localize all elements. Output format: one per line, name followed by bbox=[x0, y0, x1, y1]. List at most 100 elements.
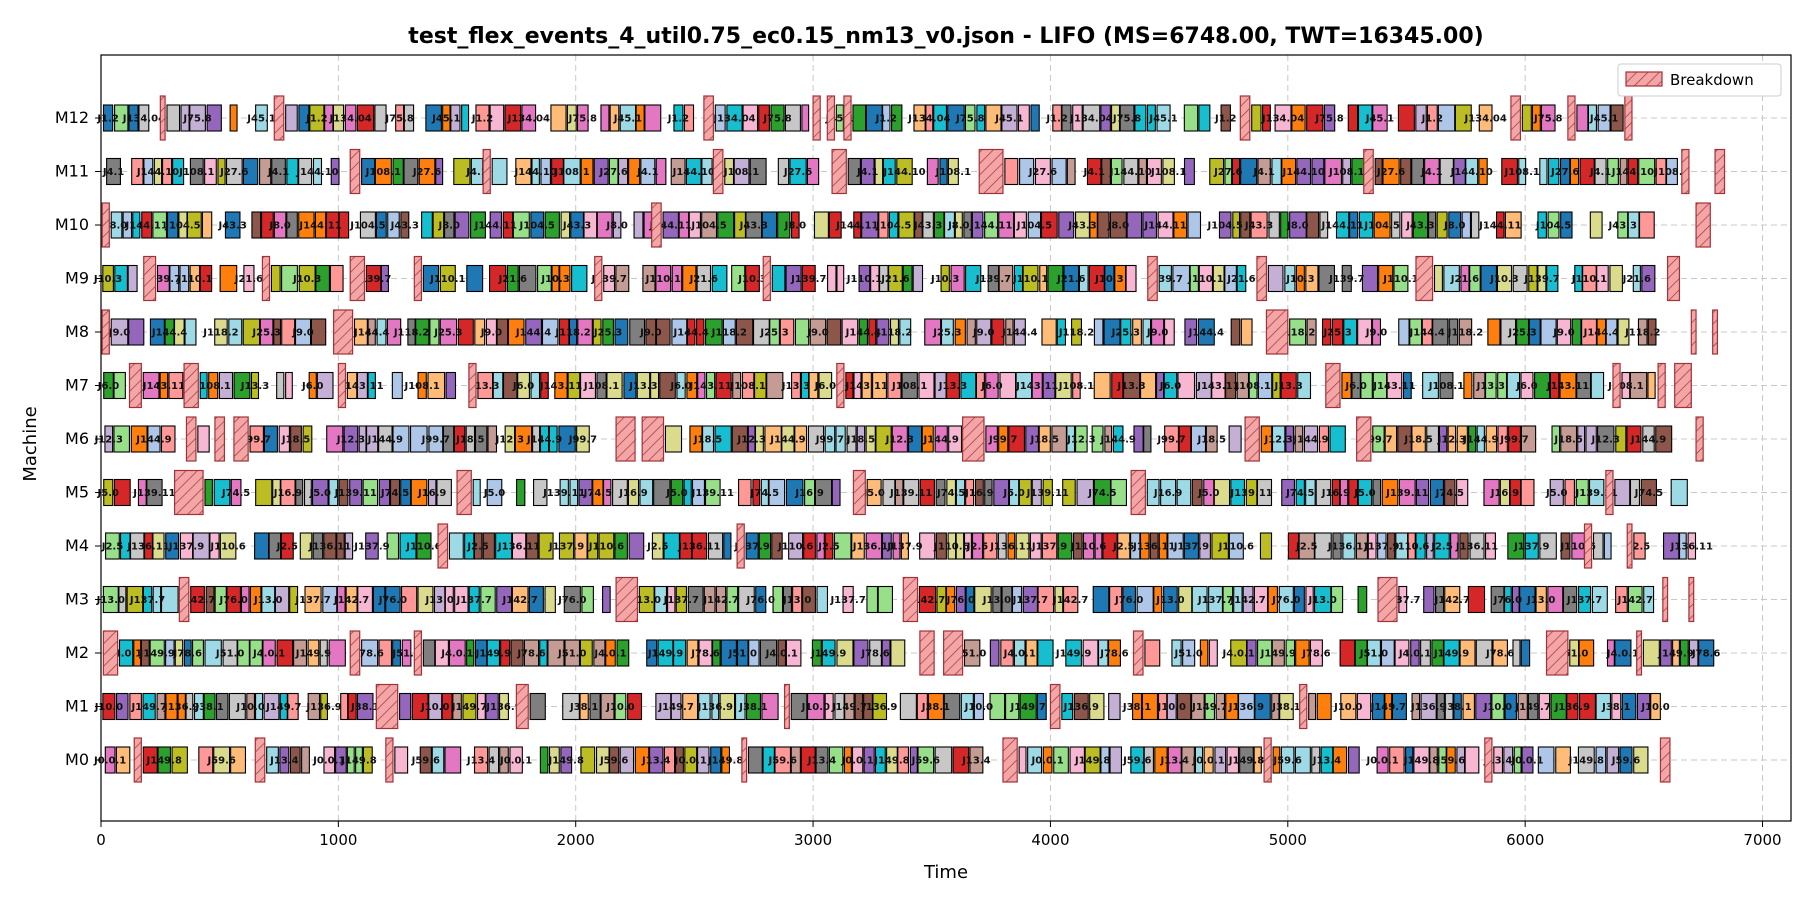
job-bar bbox=[1423, 585, 1435, 614]
job-bar bbox=[993, 478, 1010, 507]
job-label: J136.9 bbox=[305, 702, 341, 713]
job-bar bbox=[376, 318, 387, 346]
breakdown-bar bbox=[1263, 737, 1272, 783]
job-bar bbox=[1367, 532, 1377, 560]
job-bar bbox=[671, 318, 688, 346]
job-bar bbox=[197, 425, 210, 453]
job-bar bbox=[425, 104, 442, 132]
job-bar bbox=[734, 692, 746, 721]
job-label: J149.7 bbox=[831, 702, 867, 713]
job-bar bbox=[166, 211, 179, 239]
job-bar bbox=[429, 318, 440, 346]
job-bar bbox=[174, 639, 184, 667]
job-bar bbox=[1013, 264, 1024, 293]
job-bar bbox=[506, 264, 519, 293]
job-label: J139.7 bbox=[790, 274, 826, 285]
job-label: J137.7 bbox=[1566, 595, 1602, 606]
job-bar bbox=[691, 532, 708, 560]
job-label: J21.6 bbox=[234, 274, 263, 285]
job-bar bbox=[270, 264, 281, 293]
job-label: J13.4 bbox=[807, 756, 836, 767]
job-bar bbox=[1647, 371, 1656, 400]
job-bar bbox=[619, 746, 635, 774]
job-bar bbox=[602, 585, 611, 614]
job-bar bbox=[1149, 532, 1159, 560]
job-bar bbox=[735, 318, 754, 346]
job-label: J51.0 bbox=[215, 649, 244, 660]
job-label: J25.3 bbox=[759, 328, 788, 339]
job-bar bbox=[1411, 425, 1426, 453]
job-bar bbox=[1191, 478, 1203, 507]
job-bar bbox=[617, 157, 629, 186]
job-label: J4.0.1 bbox=[765, 649, 798, 660]
job-bar bbox=[752, 478, 761, 507]
job-bar bbox=[1143, 425, 1152, 453]
job-bar bbox=[298, 157, 313, 186]
job-bar bbox=[1587, 104, 1597, 132]
job-bar bbox=[1260, 425, 1273, 453]
job-bar bbox=[281, 264, 298, 293]
breakdown-bar bbox=[1510, 95, 1522, 141]
job-bar bbox=[266, 746, 279, 774]
job-bar bbox=[1366, 639, 1381, 667]
job-label: J9.0 bbox=[1552, 328, 1574, 339]
job-bar bbox=[152, 211, 168, 239]
job-bar bbox=[1503, 746, 1514, 774]
job-bar bbox=[344, 532, 354, 560]
job-bar bbox=[1643, 585, 1655, 614]
job-bar bbox=[255, 104, 268, 132]
job-bar bbox=[560, 211, 571, 239]
job-label: J136.11 bbox=[308, 542, 351, 553]
job-label: J45.1 bbox=[1148, 114, 1177, 125]
job-label: J18.5 bbox=[693, 435, 722, 446]
job-bar bbox=[346, 371, 358, 400]
job-label: J74.5 bbox=[1435, 488, 1464, 499]
job-bar bbox=[842, 585, 854, 614]
job-bar bbox=[824, 692, 834, 721]
job-bar bbox=[1162, 157, 1175, 186]
job-bar bbox=[1496, 264, 1513, 293]
job-bar bbox=[828, 746, 844, 774]
job-label: J13.4 bbox=[1160, 756, 1189, 767]
job-label: J27.6 bbox=[1213, 167, 1242, 178]
job-label: J118.2 bbox=[393, 328, 429, 339]
x-axis: 0 1000 2000 3000 4000 5000 6000 7000 bbox=[96, 821, 1782, 849]
job-bar bbox=[1011, 585, 1023, 614]
job-bar bbox=[1109, 746, 1123, 774]
job-bar bbox=[185, 692, 194, 721]
job-bar bbox=[1082, 104, 1101, 132]
job-bar bbox=[1153, 585, 1163, 614]
job-bar bbox=[963, 211, 972, 239]
job-bar bbox=[1467, 585, 1486, 614]
job-bar bbox=[1107, 639, 1121, 667]
job-bar bbox=[499, 746, 509, 774]
job-bar bbox=[442, 425, 455, 453]
job-label: J9.0 bbox=[1146, 328, 1168, 339]
job-bar bbox=[998, 264, 1014, 293]
job-bar bbox=[1297, 371, 1312, 400]
job-label: J118.2 bbox=[1447, 328, 1483, 339]
job-bar bbox=[141, 211, 153, 239]
job-bar bbox=[1576, 104, 1589, 132]
job-bar bbox=[564, 639, 581, 667]
job-bar bbox=[791, 371, 801, 400]
job-bar bbox=[774, 746, 792, 774]
job-bar bbox=[489, 211, 503, 239]
job-bar bbox=[1571, 318, 1582, 346]
job-label: J13.0 bbox=[253, 595, 282, 606]
job-label: J136.9 bbox=[1228, 702, 1264, 713]
job-label: J21.6 bbox=[880, 274, 909, 285]
job-bar bbox=[466, 639, 475, 667]
job-bar bbox=[1181, 746, 1195, 774]
job-bar bbox=[1521, 104, 1532, 132]
job-bar bbox=[1101, 157, 1111, 186]
job-bar bbox=[1250, 211, 1268, 239]
job-bar bbox=[888, 264, 903, 293]
job-bar bbox=[918, 371, 935, 400]
job-bar bbox=[918, 585, 937, 614]
job-label: J16.9 bbox=[1153, 488, 1182, 499]
job-label: J75.8 bbox=[762, 114, 791, 125]
job-bar bbox=[1497, 425, 1508, 453]
job-label: J6.0 bbox=[97, 381, 119, 392]
job-bar bbox=[1426, 532, 1434, 560]
